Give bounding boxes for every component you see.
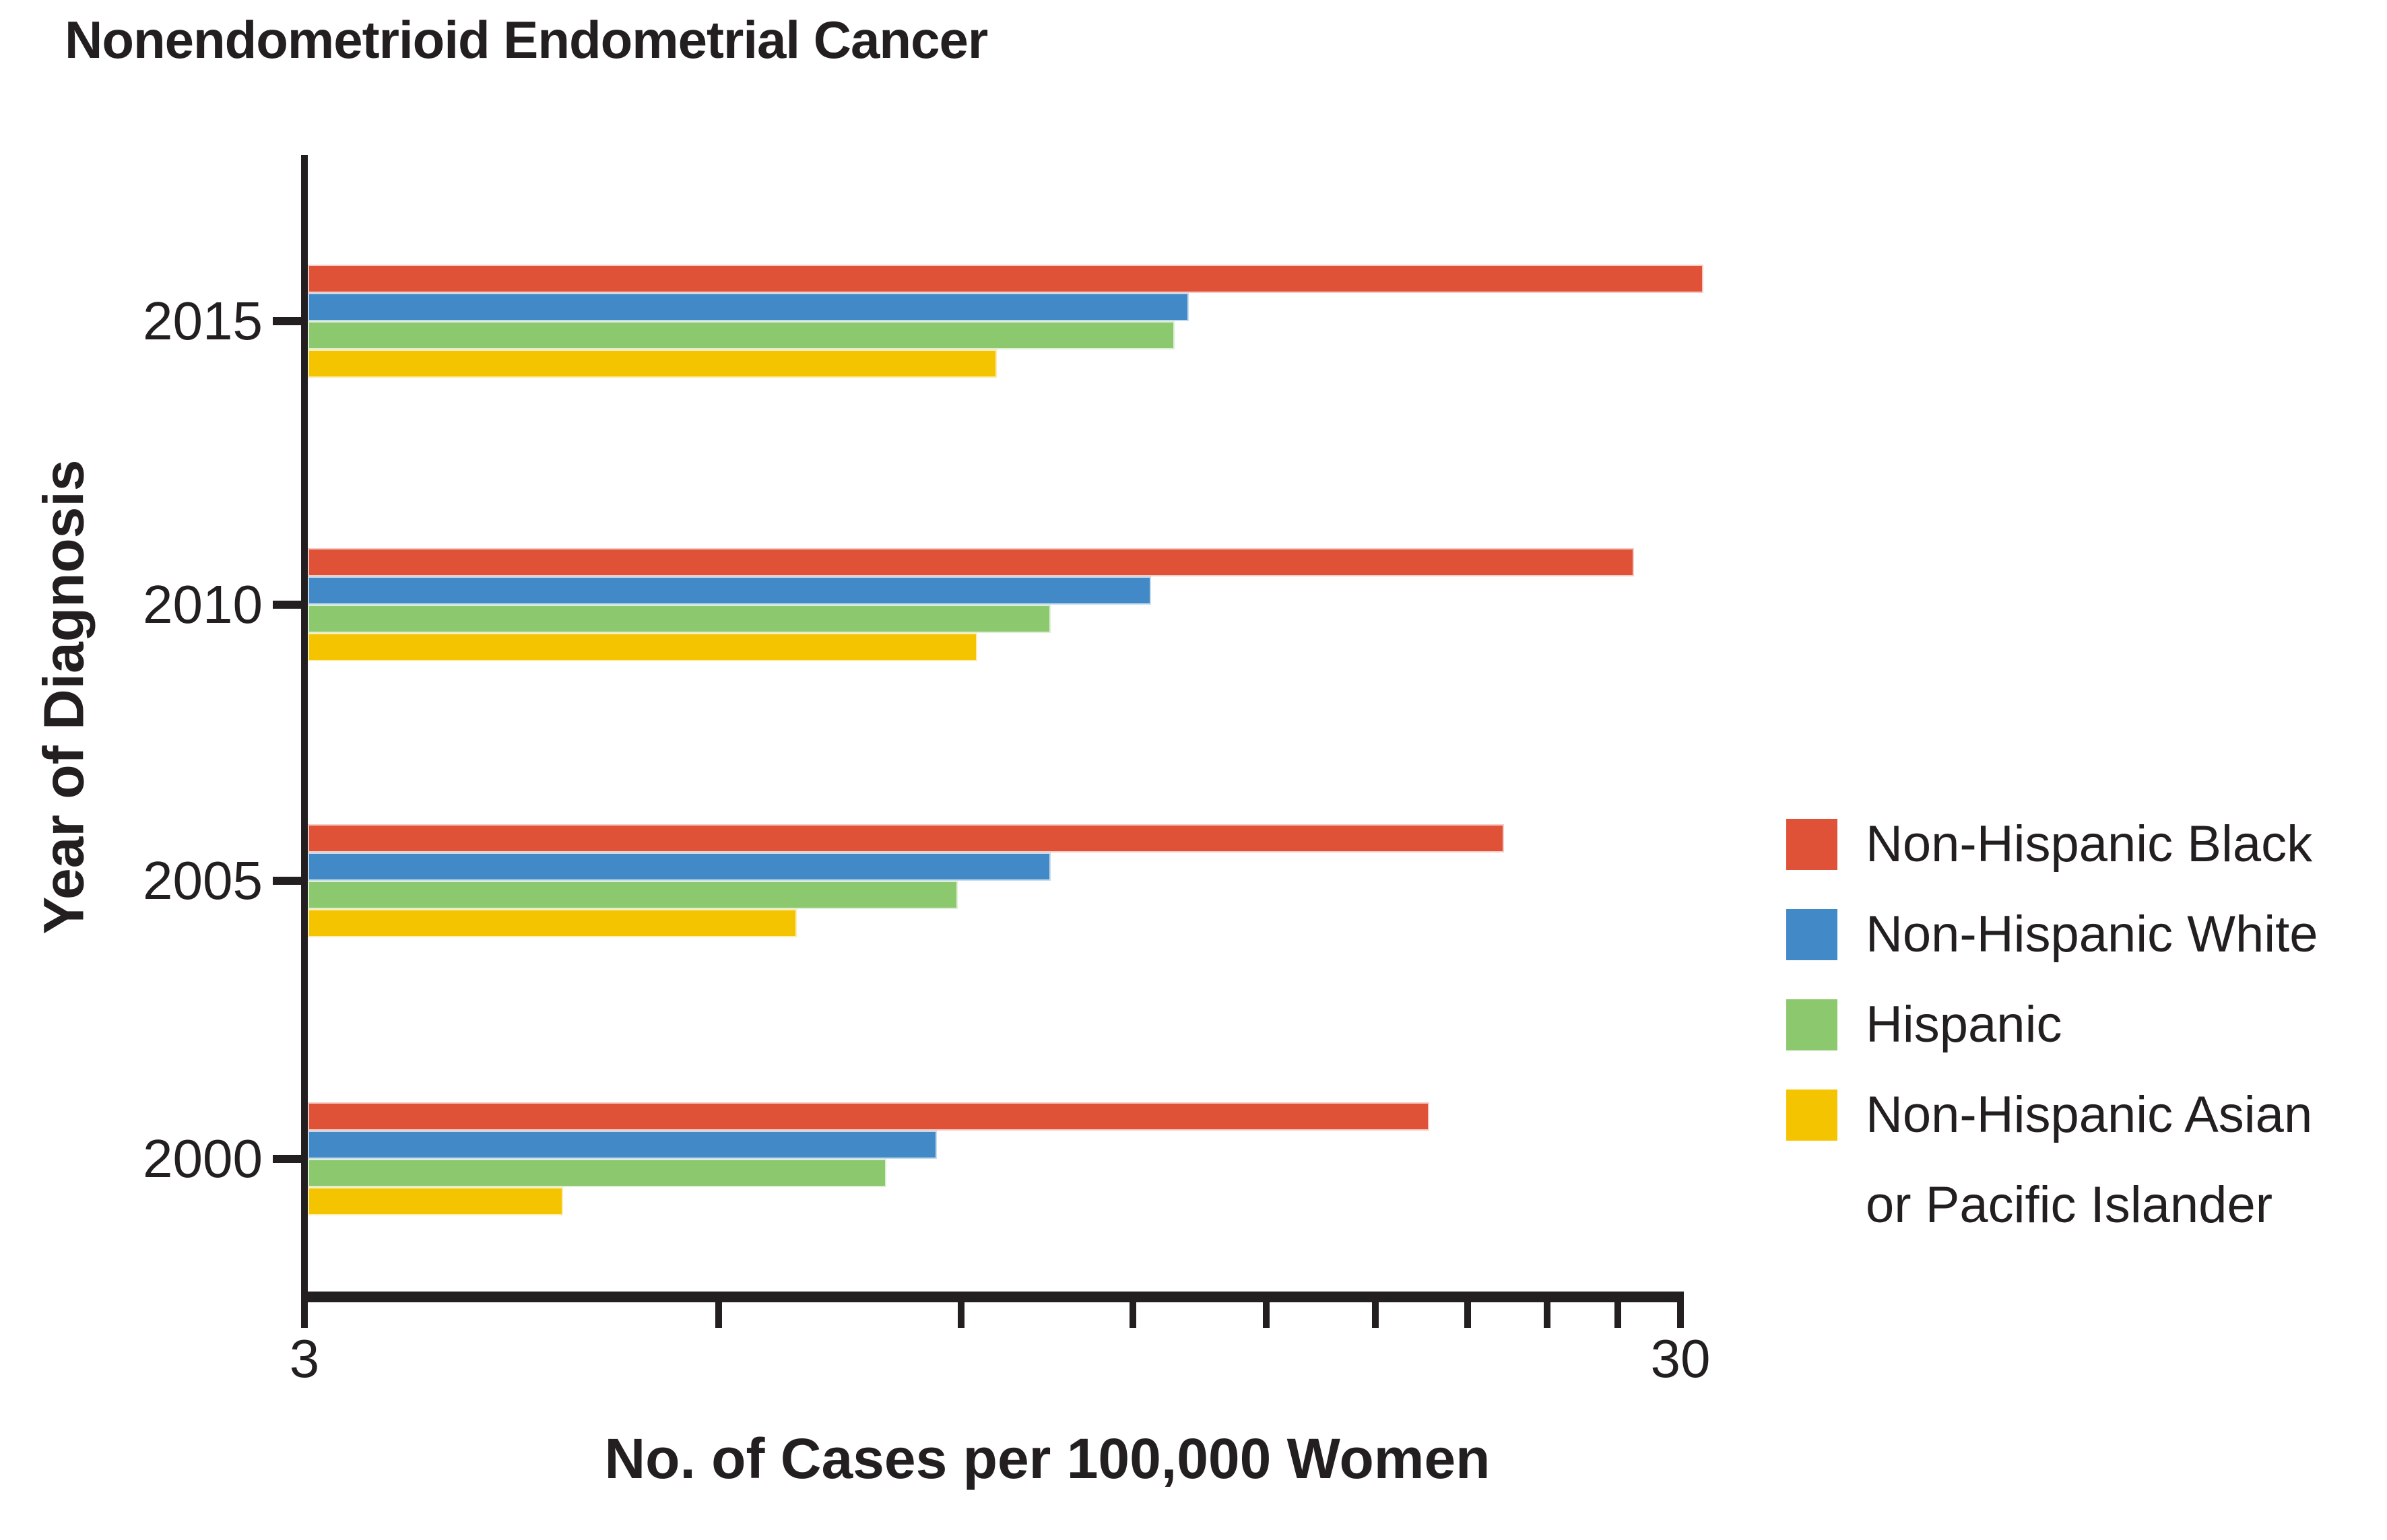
x-axis-line (301, 1292, 1684, 1302)
x-axis-tick (1130, 1302, 1136, 1328)
chart-title: Nonendometrioid Endometrial Cancer (65, 10, 988, 69)
x-axis-tick (301, 1302, 308, 1328)
legend-swatch-icon (1786, 819, 1837, 870)
bar-2000-non-hispanic-white (308, 1131, 938, 1159)
x-axis-tick (1614, 1302, 1621, 1328)
x-axis-title: No. of Cases per 100,000 Women (604, 1427, 1491, 1490)
legend-label: Non-Hispanic Asian or Pacific Islander (1866, 1086, 2313, 1234)
legend-swatch-icon (1786, 1090, 1837, 1141)
y-tick-label-2000: 2000 (143, 1129, 263, 1189)
x-axis-tick (957, 1302, 964, 1328)
legend: Non-Hispanic Black Non-Hispanic White Hisp… (1786, 799, 2318, 1250)
x-tick-label: 3 (289, 1329, 320, 1388)
bar-2000-non-hispanic-black (308, 1102, 1430, 1131)
y-axis-tick (273, 601, 304, 609)
x-axis-tick (1544, 1302, 1550, 1328)
bar-2010-hispanic (308, 605, 1051, 633)
legend-item: Non-Hispanic Black (1786, 799, 2318, 890)
y-tick-label-2010: 2010 (143, 574, 263, 634)
legend-item: Non-Hispanic Asian or Pacific Islander (1786, 1070, 2318, 1250)
bar-2010-non-hispanic-asian-or-pacific-islander (308, 633, 978, 661)
x-axis-tick (1464, 1302, 1471, 1328)
legend-item: Non-Hispanic White (1786, 890, 2318, 980)
y-axis-tick (273, 877, 304, 885)
x-tick-label: 30 (1650, 1329, 1711, 1388)
x-axis-tick (1677, 1302, 1684, 1328)
legend-label: Hispanic (1866, 996, 2062, 1053)
y-tick-label-2005: 2005 (143, 850, 263, 910)
bar-2015-non-hispanic-asian-or-pacific-islander (308, 349, 997, 378)
legend-label: Non-Hispanic White (1866, 906, 2318, 963)
bar-2005-hispanic (308, 881, 958, 909)
legend-item: Hispanic (1786, 980, 2318, 1070)
x-axis-tick (715, 1302, 722, 1328)
bar-2005-non-hispanic-asian-or-pacific-islander (308, 909, 797, 937)
legend-swatch-icon (1786, 909, 1837, 960)
y-axis-line (301, 155, 308, 1302)
bar-2010-non-hispanic-black (308, 548, 1635, 576)
bar-2010-non-hispanic-white (308, 576, 1151, 605)
legend-swatch-icon (1786, 999, 1837, 1050)
bar-2000-hispanic (308, 1159, 887, 1187)
x-axis-tick (1262, 1302, 1270, 1328)
y-axis-tick (273, 317, 304, 325)
bar-2015-non-hispanic-black (308, 265, 1704, 293)
y-axis-title: Year of Diagnosis (32, 459, 96, 935)
legend-label: Non-Hispanic Black (1866, 815, 2313, 873)
x-axis-tick (1371, 1302, 1379, 1328)
y-tick-label-2015: 2015 (143, 291, 263, 351)
y-axis-tick (273, 1155, 304, 1163)
bar-2000-non-hispanic-asian-or-pacific-islander (308, 1187, 564, 1215)
bar-2015-non-hispanic-white (308, 293, 1189, 321)
bar-2015-hispanic (308, 321, 1175, 349)
bar-2005-non-hispanic-black (308, 824, 1504, 852)
bar-2005-non-hispanic-white (308, 852, 1051, 881)
